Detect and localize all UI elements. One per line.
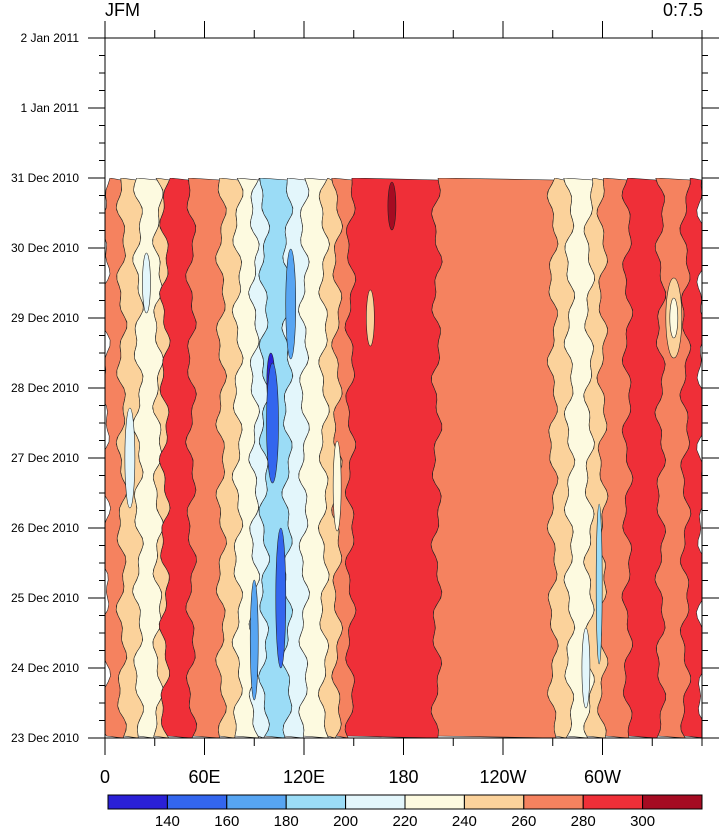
x-tick-label: 120W [479, 767, 526, 787]
y-tick-label: 29 Dec 2010 [11, 311, 79, 325]
colorbar-swatch [166, 794, 228, 810]
y-tick-label: 25 Dec 2010 [11, 591, 79, 605]
x-tick-label: 60W [584, 767, 621, 787]
colorbar-swatch [582, 794, 644, 810]
y-tick-label: 27 Dec 2010 [11, 451, 79, 465]
colorbar-swatch [642, 794, 703, 810]
contour-band [430, 178, 559, 738]
x-tick-label: 60E [188, 767, 220, 787]
colorbar-swatch [523, 794, 584, 810]
x-tick-label: 0 [100, 767, 110, 787]
contour-cell [387, 181, 397, 231]
contour-cell [669, 297, 679, 339]
x-tick-label: 180 [388, 767, 418, 787]
colorbar-label: 140 [155, 813, 180, 828]
contour-cell [266, 362, 279, 484]
colorbar-swatch [404, 794, 465, 810]
y-tick-label: 31 Dec 2010 [11, 171, 79, 185]
x-axis: 0 60E 120E 180 120W 60W [100, 21, 703, 787]
colorbar-swatch [285, 794, 347, 810]
colorbar-label: 240 [452, 813, 477, 828]
contour-band [344, 178, 443, 738]
colorbar-label: 200 [333, 813, 358, 828]
contour-cell [595, 503, 603, 665]
x-tick-label: 120E [283, 767, 325, 787]
contour-band [679, 178, 702, 738]
y-tick-label: 23 Dec 2010 [11, 731, 79, 745]
contour-cell [285, 248, 297, 360]
colorbar-swatch [107, 794, 168, 810]
title-left: JFM [105, 0, 140, 20]
colorbar-label: 220 [392, 813, 417, 828]
y-tick-label: 30 Dec 2010 [11, 241, 79, 255]
colorbar-label: 300 [630, 813, 655, 828]
contour-field [105, 178, 702, 738]
colorbar-label: 280 [571, 813, 596, 828]
y-axis: 2 Jan 2011 1 Jan 2011 31 Dec 2010 30 Dec 20… [11, 31, 719, 745]
contour-cell [366, 289, 375, 347]
contour-blobs [124, 181, 683, 709]
y-tick-label: 28 Dec 2010 [11, 381, 79, 395]
y-tick-label: 1 Jan 2011 [21, 101, 80, 115]
colorbar-swatch [463, 794, 525, 810]
y-tick-label: 24 Dec 2010 [11, 661, 79, 675]
contour-cell [142, 252, 151, 314]
y-tick-label: 26 Dec 2010 [11, 521, 79, 535]
contour-cell [332, 440, 342, 532]
y-tick-label: 2 Jan 2011 [21, 31, 80, 45]
colorbar: 140 160 180 200 220 240 260 280 300 [107, 794, 703, 828]
contour-cell [581, 627, 591, 709]
contour-cell [124, 407, 136, 509]
colorbar-label: 180 [274, 813, 299, 828]
title-right: 0:7.5 [663, 0, 703, 20]
contour-cell [275, 527, 287, 669]
colorbar-label: 160 [214, 813, 239, 828]
colorbar-swatch [226, 794, 287, 810]
contour-cell [249, 579, 259, 701]
colorbar-swatch [345, 794, 406, 810]
colorbar-label: 260 [511, 813, 536, 828]
